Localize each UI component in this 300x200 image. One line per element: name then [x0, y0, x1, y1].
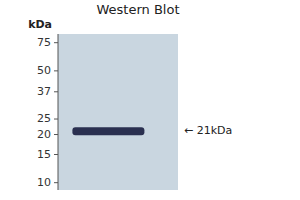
y-axis-line	[58, 34, 59, 190]
tick-label: 37	[37, 85, 51, 98]
tick-label: 50	[37, 64, 51, 77]
tick-label: 20	[37, 128, 51, 141]
tick	[54, 91, 58, 92]
tick-label: 25	[37, 112, 51, 125]
tick-label: 75	[37, 36, 51, 49]
gel-area	[58, 34, 178, 190]
tick	[54, 182, 58, 183]
tick-label: 15	[37, 148, 51, 161]
title: Western Blot	[96, 2, 179, 17]
chart: Western Blot kDa 10 15 20 25 37 50 75 ← 21kDa	[0, 0, 300, 200]
tick	[54, 134, 58, 135]
tick	[54, 70, 58, 71]
tick	[54, 119, 58, 120]
axis-label: kDa	[28, 18, 52, 31]
band	[72, 127, 144, 135]
tick	[54, 154, 58, 155]
annotation: ← 21kDa	[184, 124, 232, 137]
marks	[72, 127, 144, 135]
tick-label: 10	[37, 176, 51, 189]
tick	[54, 42, 58, 43]
